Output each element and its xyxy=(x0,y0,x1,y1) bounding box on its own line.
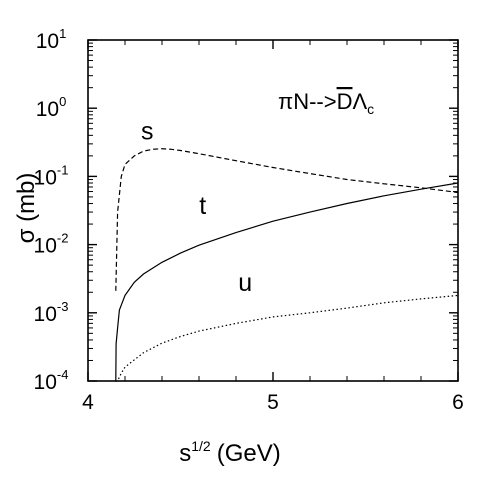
y-tick-exponent: -1 xyxy=(57,162,69,177)
y-tick-exponent: -3 xyxy=(57,299,69,314)
series-u-line xyxy=(115,294,459,382)
y-tick-exponent: 0 xyxy=(59,94,66,109)
y-tick-label: 101 xyxy=(36,26,67,53)
y-tick-label: 100 xyxy=(36,94,67,121)
y-tick-exponent: 1 xyxy=(59,26,66,41)
annotation-lambda: Λ xyxy=(352,89,367,114)
curves-layer: s t u xyxy=(115,117,459,382)
series-s-label: s xyxy=(141,117,154,145)
y-tick-base: 10 xyxy=(36,98,59,121)
annotation-n: N xyxy=(293,89,309,114)
x-axis-base: s xyxy=(179,440,191,467)
annotation-arrow: --> xyxy=(309,89,337,114)
annotation-pi: π xyxy=(278,89,293,114)
y-tick-exponent: -4 xyxy=(57,367,69,382)
y-tick-label: 10-2 xyxy=(34,231,69,258)
annotation-dbar: D xyxy=(337,89,353,114)
series-s-line xyxy=(115,148,459,291)
x-axis-unit: (GeV) xyxy=(217,440,281,467)
x-tick-label: 6 xyxy=(452,391,464,414)
y-tick-exponent: -2 xyxy=(57,231,69,246)
x-axis-title: s1/2 (GeV) xyxy=(179,438,280,467)
y-axis-title: σ (mb) xyxy=(13,173,40,244)
series-t-label: t xyxy=(199,192,206,220)
x-tick-label: 4 xyxy=(82,391,94,414)
reaction-annotation: πN-->DΛc xyxy=(278,89,374,117)
y-tick-base: 10 xyxy=(34,303,57,326)
y-tick-label: 10-3 xyxy=(34,299,69,326)
plot-frame xyxy=(87,39,459,382)
series-t-line xyxy=(115,182,459,382)
y-tick-base: 10 xyxy=(34,371,57,394)
annotation-sub: c xyxy=(367,101,374,117)
x-axis-sup: 1/2 xyxy=(191,438,211,454)
y-tick-base: 10 xyxy=(36,30,59,53)
y-tick-base: 10 xyxy=(34,235,57,258)
y-tick-label: 10-1 xyxy=(34,162,69,189)
series-u-label: u xyxy=(238,269,252,297)
y-tick-base: 10 xyxy=(34,166,57,189)
x-tick-label: 5 xyxy=(267,391,279,414)
y-tick-label: 10-4 xyxy=(34,367,69,394)
